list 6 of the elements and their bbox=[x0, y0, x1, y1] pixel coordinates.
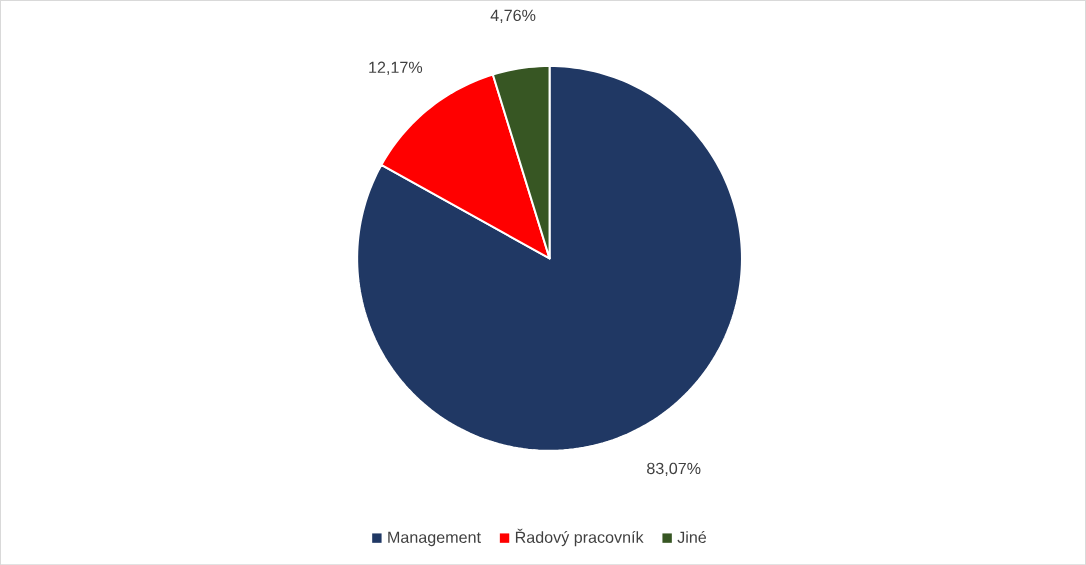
legend-label: Jiné bbox=[677, 530, 707, 543]
legend-label: Řadový pracovník bbox=[515, 528, 644, 547]
data-label: 83,07% bbox=[647, 462, 701, 476]
data-label: 4,76% bbox=[490, 9, 536, 23]
data-label: 12,17% bbox=[369, 61, 423, 75]
legend-label: Management bbox=[388, 531, 481, 547]
